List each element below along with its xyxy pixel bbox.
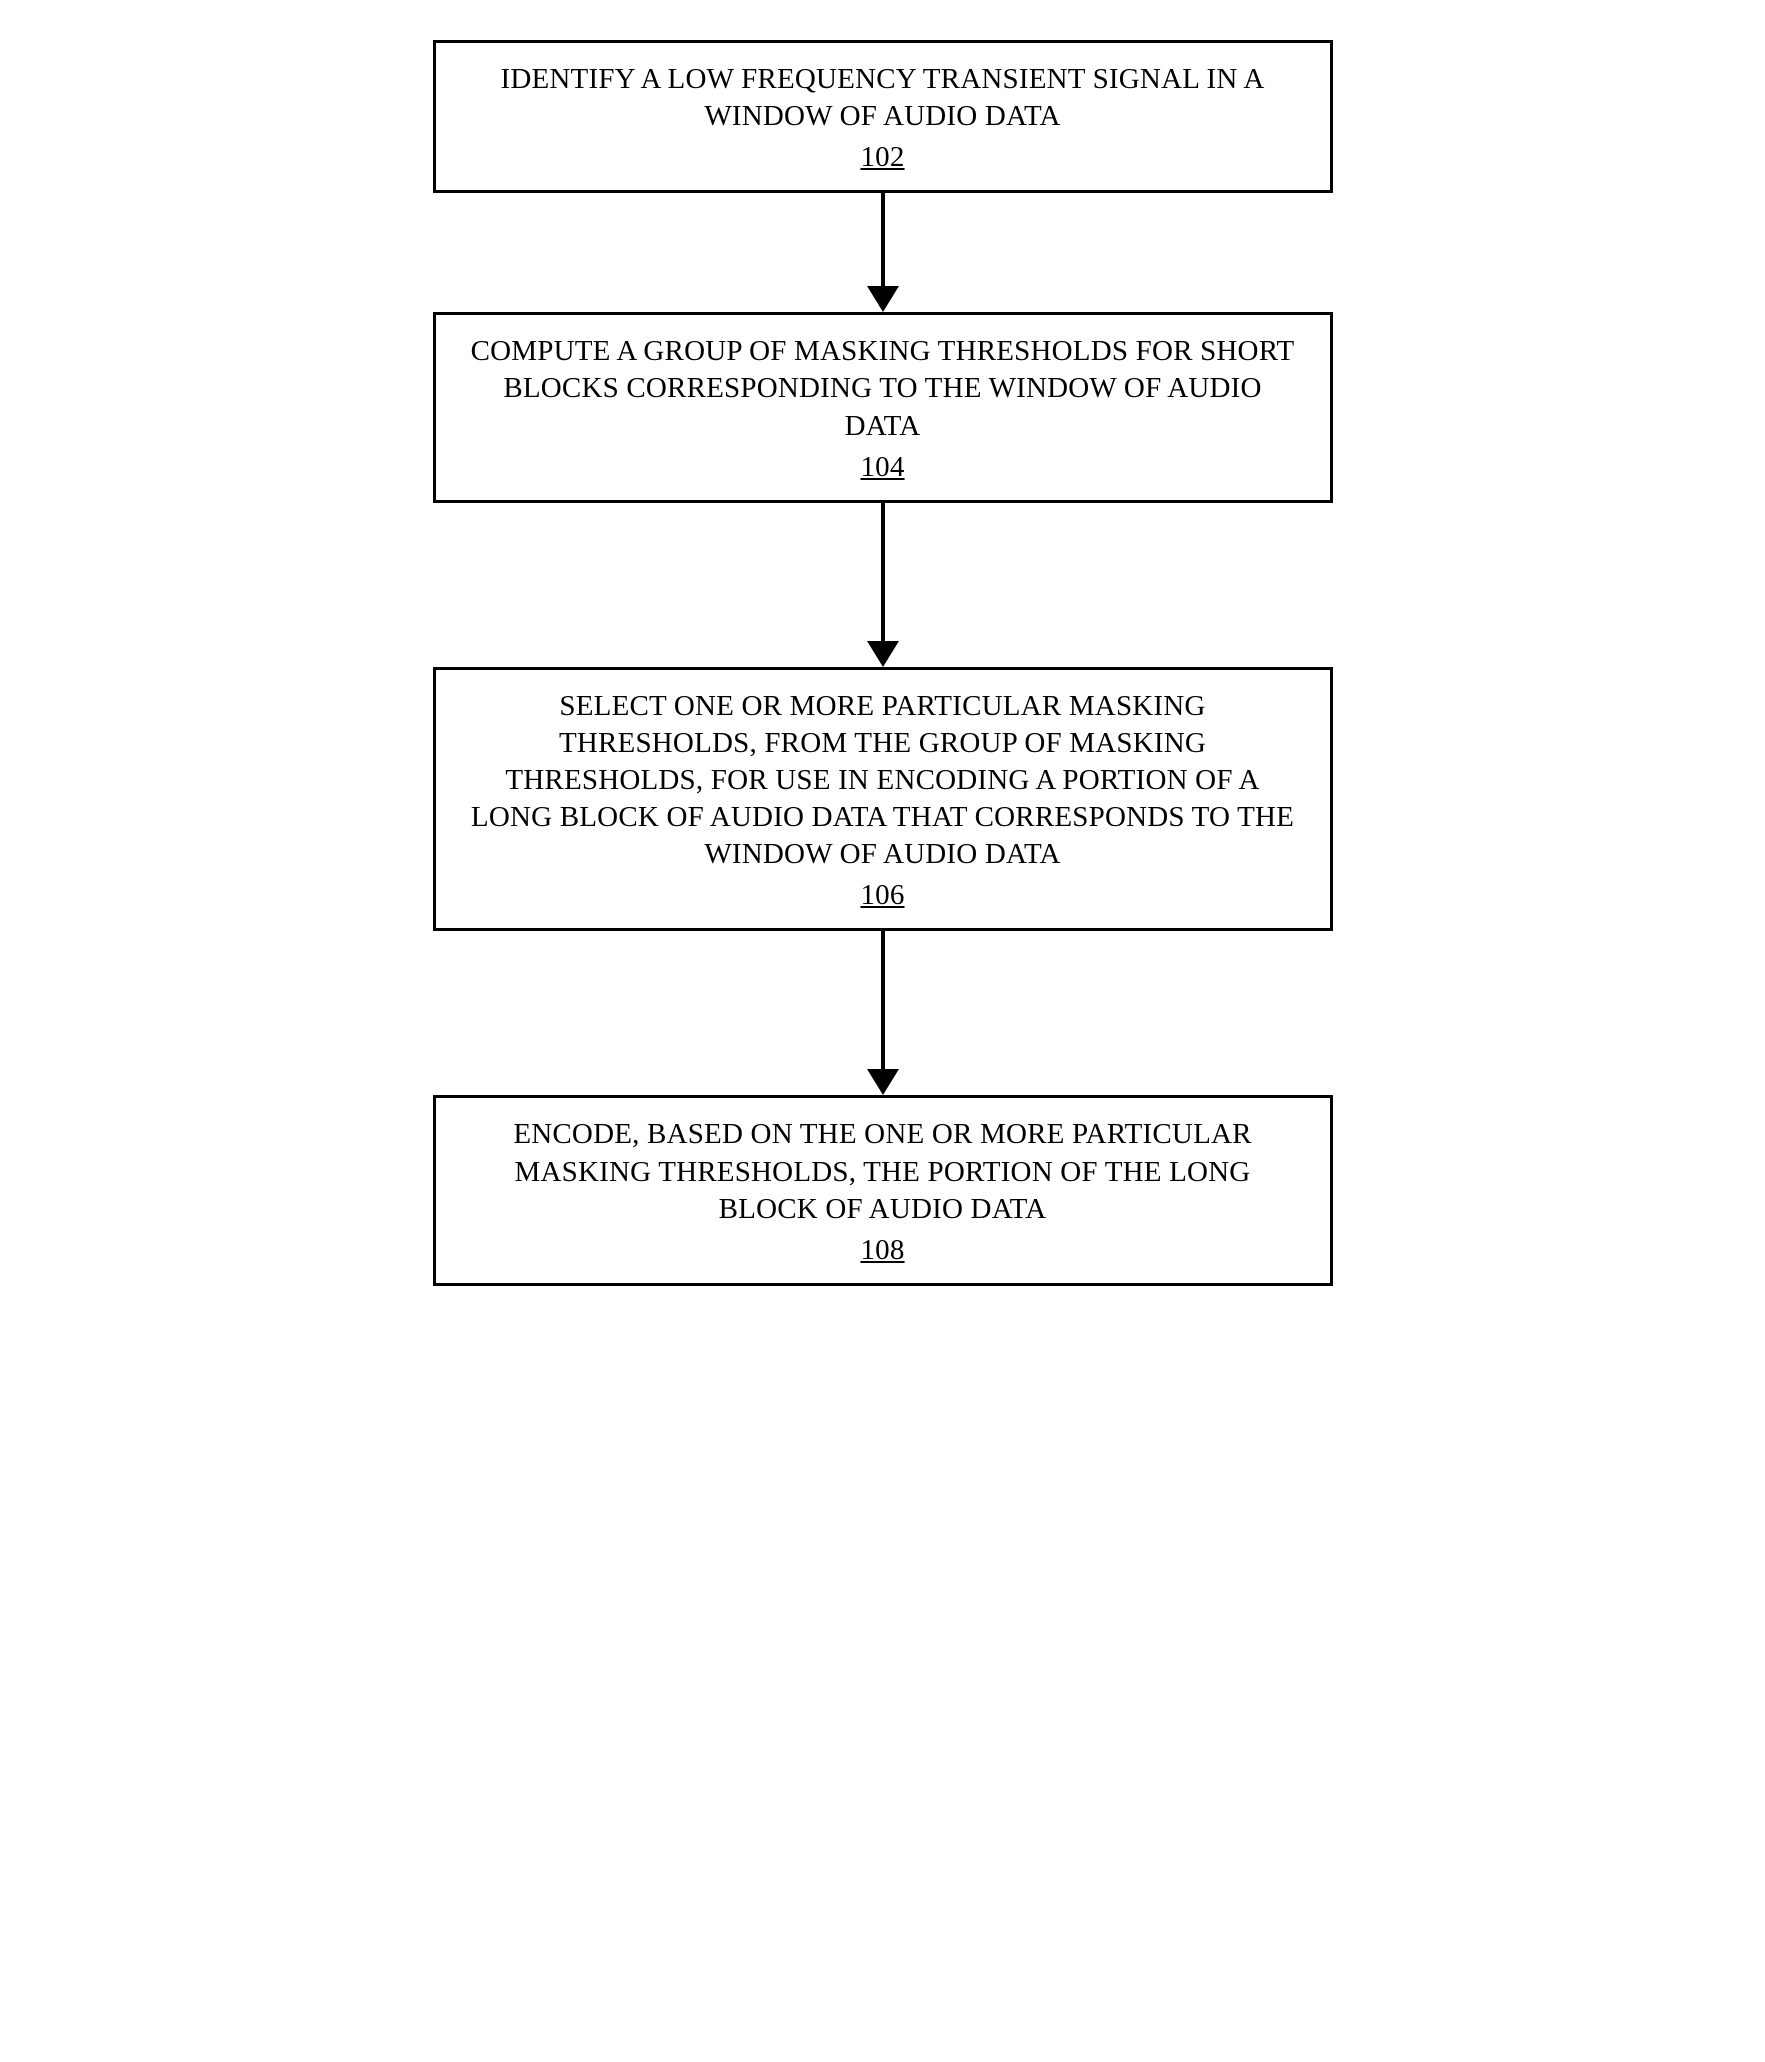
arrow-shaft [881,193,885,287]
step-ref: 104 [464,449,1302,486]
arrow-shaft [881,503,885,642]
step-box-108: ENCODE, BASED ON THE ONE OR MORE PARTICU… [433,1095,1333,1285]
step-box-102: IDENTIFY A LOW FREQUENCY TRANSIENT SIGNA… [433,40,1333,193]
arrow-shaft [881,931,885,1070]
step-text: ENCODE, BASED ON THE ONE OR MORE PARTICU… [513,1118,1251,1224]
step-box-106: SELECT ONE OR MORE PARTICULAR MASKING TH… [433,667,1333,932]
step-text: IDENTIFY A LOW FREQUENCY TRANSIENT SIGNA… [500,63,1264,132]
arrow-head-icon [867,286,899,312]
arrow-2 [867,503,899,667]
arrow-head-icon [867,641,899,667]
step-ref: 106 [464,877,1302,914]
step-box-104: COMPUTE A GROUP OF MASKING THRESHOLDS FO… [433,312,1333,502]
arrow-head-icon [867,1069,899,1095]
step-ref: 102 [464,139,1302,176]
flowchart-container: IDENTIFY A LOW FREQUENCY TRANSIENT SIGNA… [433,40,1333,1286]
arrow-3 [867,931,899,1095]
step-ref: 108 [464,1232,1302,1269]
arrow-1 [867,193,899,312]
step-text: COMPUTE A GROUP OF MASKING THRESHOLDS FO… [471,335,1295,441]
step-text: SELECT ONE OR MORE PARTICULAR MASKING TH… [471,690,1294,870]
